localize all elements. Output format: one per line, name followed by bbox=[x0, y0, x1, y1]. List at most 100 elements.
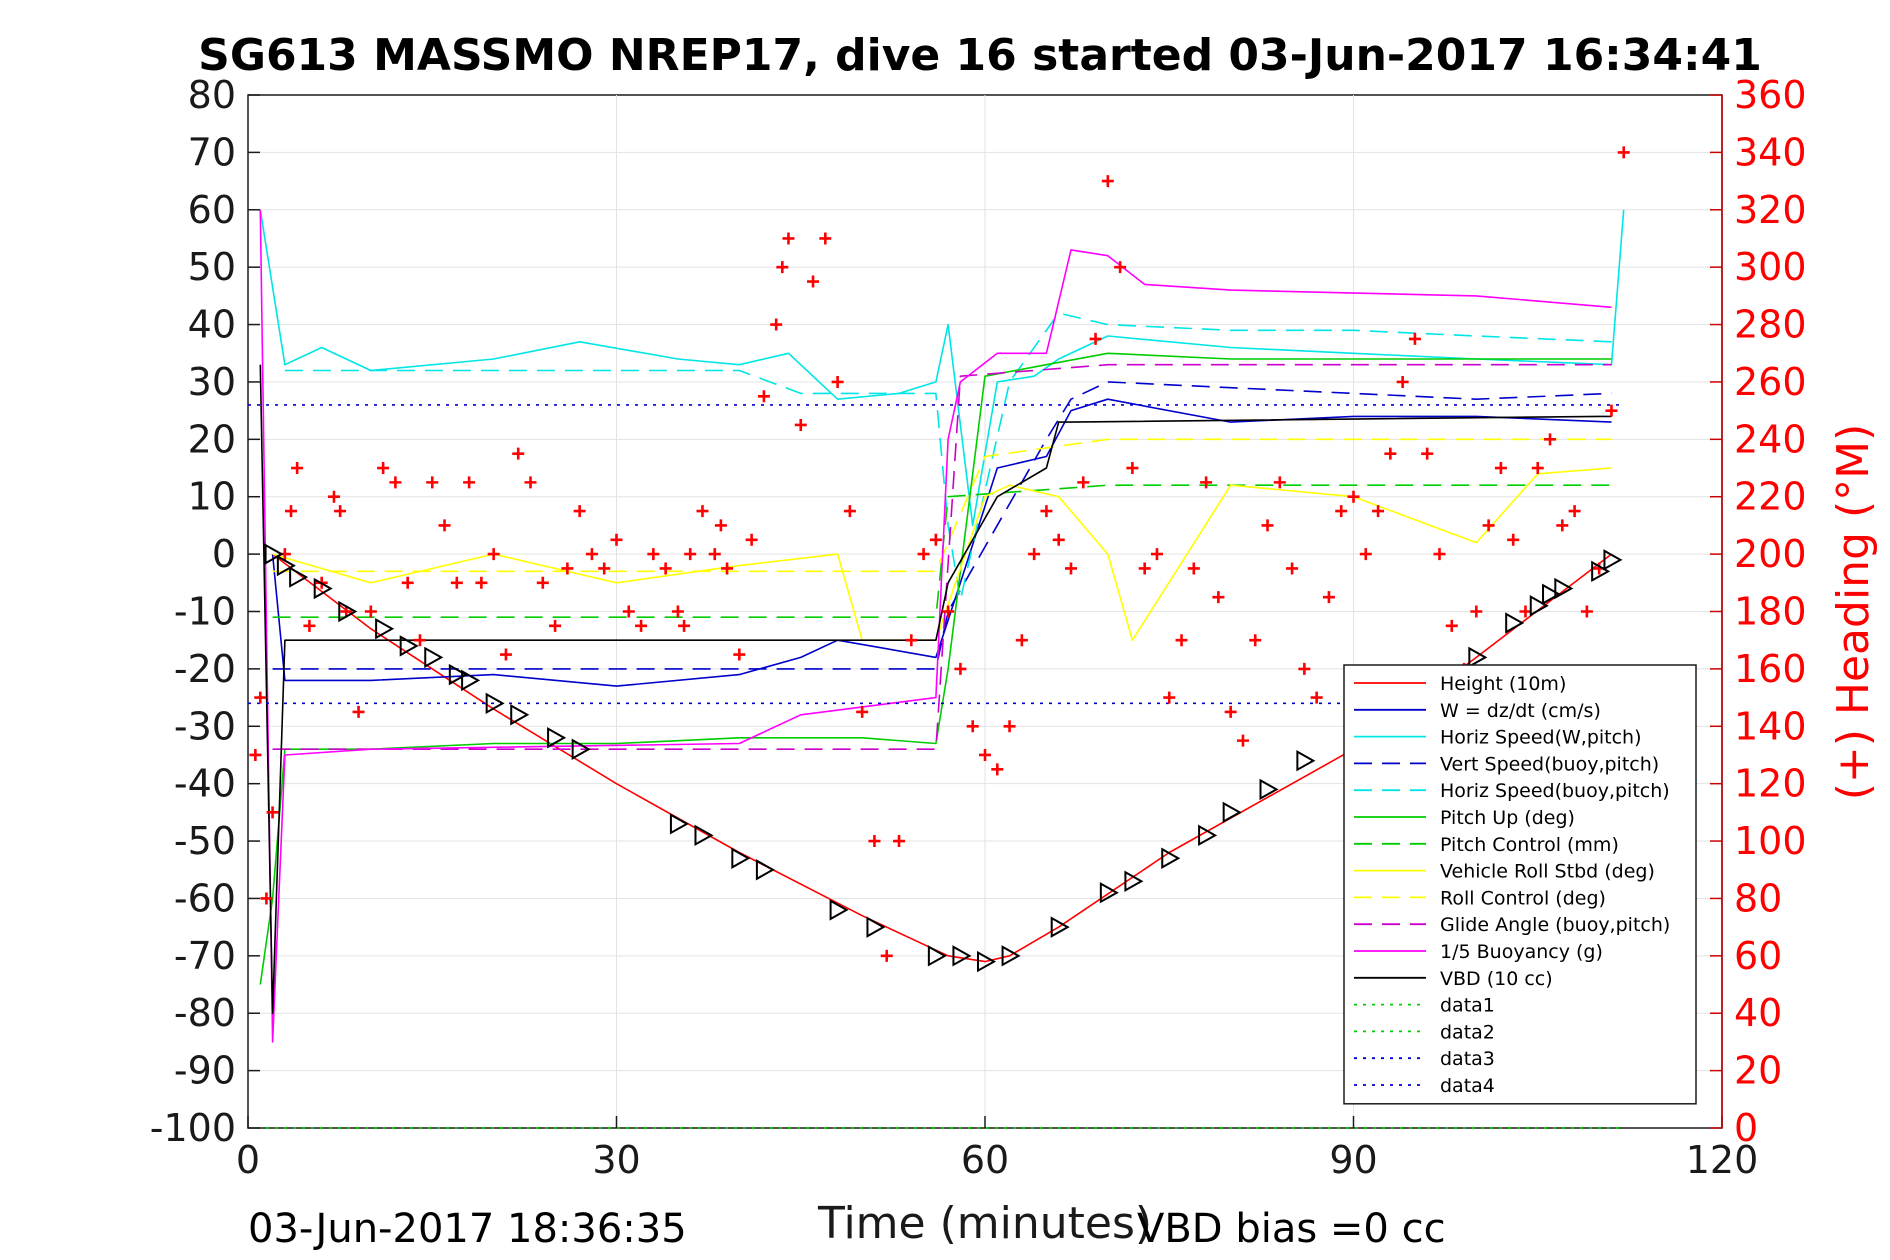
heading-point bbox=[893, 835, 906, 848]
heading-point bbox=[291, 462, 304, 475]
y-left-tick-label: 60 bbox=[188, 188, 236, 232]
triangle-point bbox=[510, 704, 530, 726]
triangle-point bbox=[755, 859, 775, 881]
heading-point bbox=[1617, 146, 1630, 159]
heading-point bbox=[1482, 519, 1495, 532]
heading-point bbox=[561, 562, 574, 575]
heading-point bbox=[733, 648, 746, 661]
heading-point bbox=[671, 605, 684, 618]
heading-point bbox=[1470, 605, 1483, 618]
triangle-point bbox=[264, 543, 284, 565]
heading-point bbox=[1236, 734, 1249, 747]
triangle-point bbox=[485, 692, 505, 715]
heading-point bbox=[1384, 447, 1397, 460]
y-right-tick-label: 340 bbox=[1734, 130, 1807, 174]
heading-point bbox=[499, 648, 512, 661]
triangle-point bbox=[375, 618, 395, 640]
legend-entry: Pitch Up (deg) bbox=[1440, 807, 1575, 829]
y-left-tick-label: -10 bbox=[174, 590, 236, 634]
series-line-4 bbox=[272, 381, 1612, 670]
heading-point bbox=[807, 275, 820, 288]
series-line-10 bbox=[272, 363, 1612, 751]
heading-point bbox=[942, 605, 955, 618]
series-line-9 bbox=[272, 438, 1612, 573]
heading-point bbox=[794, 418, 807, 431]
y-right-tick-label: 0 bbox=[1734, 1106, 1758, 1150]
y-right-tick-label: 20 bbox=[1734, 1049, 1782, 1093]
y-right-tick-label: 280 bbox=[1734, 303, 1807, 347]
heading-point bbox=[1372, 505, 1385, 518]
y-axis-right-label: (+) Heading (°M) bbox=[1828, 424, 1879, 801]
triangle-point bbox=[571, 738, 591, 760]
heading-point bbox=[856, 705, 869, 718]
y-right-tick-label: 260 bbox=[1734, 360, 1807, 404]
heading-point bbox=[1077, 476, 1090, 489]
series-line-12 bbox=[259, 364, 1612, 1015]
heading-point bbox=[1298, 662, 1311, 675]
heading-point bbox=[1445, 619, 1458, 632]
heading-point bbox=[1040, 505, 1053, 518]
y-left-tick-label: 70 bbox=[188, 130, 236, 174]
heading-point bbox=[954, 662, 967, 675]
chart-title: SG613 MASSMO NREP17, dive 16 started 03-… bbox=[198, 30, 1762, 81]
heading-point bbox=[966, 720, 979, 733]
heading-point bbox=[549, 619, 562, 632]
heading-point bbox=[1163, 691, 1176, 704]
heading-point bbox=[678, 619, 691, 632]
heading-point bbox=[254, 691, 267, 704]
heading-point bbox=[585, 548, 598, 561]
y-left-tick-label: -90 bbox=[174, 1049, 236, 1093]
heading-point bbox=[438, 519, 451, 532]
y-left-tick-label: 0 bbox=[212, 532, 236, 576]
heading-point bbox=[598, 562, 611, 575]
y-right-tick-label: 40 bbox=[1734, 991, 1782, 1035]
heading-point bbox=[757, 390, 770, 403]
y-left-tick-label: -50 bbox=[174, 819, 236, 863]
heading-point bbox=[991, 763, 1004, 776]
legend-entry: Height (10m) bbox=[1440, 673, 1566, 695]
triangle-point bbox=[1124, 870, 1144, 892]
heading-point bbox=[1015, 634, 1028, 647]
heading-point bbox=[413, 634, 426, 647]
y-left-tick-label: -30 bbox=[174, 704, 236, 748]
y-left-tick-label: 50 bbox=[188, 245, 236, 289]
y-left-tick-label: 80 bbox=[188, 73, 236, 117]
triangle-point bbox=[276, 554, 296, 577]
heading-point bbox=[1200, 476, 1213, 489]
heading-point bbox=[819, 232, 832, 245]
heading-point bbox=[880, 949, 893, 962]
heading-point bbox=[843, 505, 856, 518]
triangle-point bbox=[1001, 945, 1021, 967]
heading-markers bbox=[249, 146, 1630, 962]
y-right-tick-label: 320 bbox=[1734, 188, 1807, 232]
y-right-tick-label: 300 bbox=[1734, 245, 1807, 289]
heading-point bbox=[512, 447, 525, 460]
y-left-tick-label: 30 bbox=[188, 360, 236, 404]
heading-point bbox=[450, 576, 463, 589]
y-left-tick-label: 20 bbox=[188, 417, 236, 461]
heading-point bbox=[1494, 462, 1507, 475]
triangle-point bbox=[1591, 560, 1611, 583]
triangle-point bbox=[399, 635, 419, 657]
heading-point bbox=[1531, 462, 1544, 475]
triangle-point bbox=[1505, 612, 1525, 634]
heading-point bbox=[1114, 261, 1127, 274]
legend: Height (10m) W = dz/dt (cm/s) Horiz Speed(… bbox=[1343, 664, 1697, 1105]
heading-point bbox=[745, 533, 758, 546]
y-right-tick-label: 220 bbox=[1734, 475, 1807, 519]
heading-point bbox=[1421, 447, 1434, 460]
y-right-tick-label: 360 bbox=[1734, 73, 1807, 117]
y-left-tick-label: -100 bbox=[150, 1106, 236, 1150]
heading-point bbox=[721, 562, 734, 575]
heading-point bbox=[1310, 691, 1323, 704]
triangle-point bbox=[1050, 916, 1070, 938]
heading-point bbox=[776, 261, 789, 274]
triangle-point bbox=[313, 577, 333, 600]
heading-point bbox=[1064, 562, 1077, 575]
heading-point bbox=[1126, 462, 1139, 475]
heading-point bbox=[475, 576, 488, 589]
triangle-point bbox=[1198, 824, 1218, 847]
heading-point bbox=[1003, 720, 1016, 733]
heading-point bbox=[684, 548, 697, 561]
